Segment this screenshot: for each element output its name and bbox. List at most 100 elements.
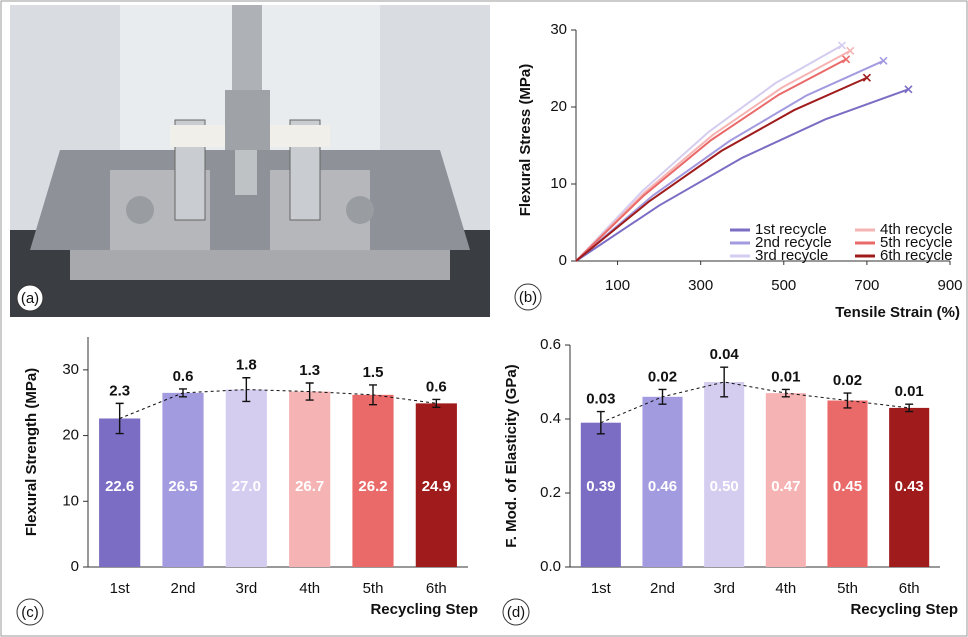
x-tick-label: 3rd <box>235 580 257 597</box>
x-tick-label: 6th <box>426 580 447 597</box>
curve <box>575 59 884 262</box>
error-label: 0.03 <box>586 391 615 408</box>
value-label: 27.0 <box>232 478 261 495</box>
value-label: 26.2 <box>358 478 387 495</box>
value-label: 0.47 <box>771 478 800 495</box>
legend-label: 4th recycle <box>880 221 953 238</box>
error-label: 1.8 <box>236 357 257 374</box>
y-tick-label: 30 <box>550 21 567 38</box>
x-tick-label: 5th <box>837 580 858 597</box>
panel-label-circle <box>502 598 530 626</box>
y-tick-label: 0.6 <box>540 336 561 353</box>
curve <box>575 76 868 262</box>
panel-label: (b) <box>519 289 537 306</box>
error-label: 1.3 <box>299 362 320 379</box>
x-tick-label: 700 <box>854 277 879 294</box>
curve <box>575 58 847 262</box>
bar <box>827 400 868 567</box>
legend-label: 3rd recycle <box>755 247 828 264</box>
legend-label: 1st recycle <box>755 221 827 238</box>
x-tick-label: 300 <box>688 277 713 294</box>
bar <box>580 422 621 567</box>
x-tick-label: 900 <box>937 277 962 294</box>
value-label: 24.9 <box>422 478 451 495</box>
value-label: 22.6 <box>105 478 134 495</box>
error-label: 0.01 <box>771 368 800 385</box>
panel-label: (c) <box>21 604 39 621</box>
panel-label-circle <box>514 283 542 311</box>
y-tick-label: 0 <box>559 252 567 269</box>
y-tick-label: 10 <box>62 492 79 509</box>
bar <box>225 389 267 567</box>
x-tick-label: 5th <box>363 580 384 597</box>
y-tick-label: 30 <box>62 361 79 378</box>
curve <box>575 49 851 262</box>
x-tick-label: 500 <box>771 277 796 294</box>
x-tick-label: 1st <box>110 580 131 597</box>
x-tick-label: 6th <box>899 580 920 597</box>
legend-label: 5th recycle <box>880 234 953 251</box>
y-tick-label: 0.4 <box>540 410 561 427</box>
end-marker <box>904 85 913 94</box>
x-axis-label: Recycling Step <box>370 601 478 618</box>
x-axis-label: Tensile Strain (%) <box>835 304 960 321</box>
bar <box>352 394 394 567</box>
error-bar <box>305 382 314 401</box>
panel-label-circle <box>16 598 44 626</box>
error-label: 0.02 <box>833 372 862 389</box>
bar <box>889 407 930 567</box>
error-bar <box>843 392 852 409</box>
error-label: 0.04 <box>710 346 740 363</box>
value-label: 0.43 <box>895 478 924 495</box>
error-label: 0.02 <box>648 368 677 385</box>
value-label: 26.5 <box>168 478 197 495</box>
curve <box>575 88 909 262</box>
error-bar <box>596 410 605 435</box>
trend-line <box>600 381 910 424</box>
y-tick-label: 0.0 <box>540 558 561 575</box>
x-tick-label: 4th <box>299 580 320 597</box>
trend-line <box>119 389 437 419</box>
bar <box>162 392 204 567</box>
value-label: 0.45 <box>833 478 862 495</box>
y-tick-label: 0.2 <box>540 484 561 501</box>
x-tick-label: 2nd <box>650 580 675 597</box>
x-axis-label: Recycling Step <box>850 601 958 618</box>
end-marker <box>837 41 847 50</box>
x-tick-label: 4th <box>775 580 796 597</box>
end-marker <box>862 73 871 82</box>
error-bar <box>720 366 729 398</box>
error-label: 2.3 <box>109 382 130 399</box>
panel-label: (d) <box>507 604 525 621</box>
y-tick-label: 0 <box>71 558 79 575</box>
photo <box>10 5 490 317</box>
y-tick-label: 20 <box>550 98 567 115</box>
error-label: 0.6 <box>173 368 194 385</box>
legend-label: 6th recycle <box>880 247 953 264</box>
bar <box>642 396 683 567</box>
x-tick-label: 100 <box>605 277 630 294</box>
bar <box>704 382 745 567</box>
panel-label: (a) <box>21 290 39 307</box>
bar <box>99 418 141 567</box>
error-label: 1.5 <box>363 364 384 381</box>
error-label: 0.6 <box>426 378 447 395</box>
bar <box>415 403 457 567</box>
value-label: 0.46 <box>648 478 677 495</box>
y-tick-label: 20 <box>62 427 79 444</box>
end-marker <box>846 46 855 55</box>
end-marker <box>879 56 888 65</box>
error-bar <box>905 403 914 413</box>
error-label: 0.01 <box>895 383 924 400</box>
panel-label-circle <box>16 284 44 312</box>
value-label: 26.7 <box>295 478 324 495</box>
error-bar <box>432 398 441 409</box>
x-tick-label: 2nd <box>170 580 195 597</box>
y-axis-label: F. Mod. of Elasticity (GPa) <box>503 364 520 547</box>
y-axis-label: Flexural Stress (MPa) <box>517 64 534 217</box>
x-tick-label: 1st <box>591 580 612 597</box>
error-bar <box>242 377 251 403</box>
value-label: 0.39 <box>586 478 615 495</box>
end-marker <box>842 55 851 64</box>
